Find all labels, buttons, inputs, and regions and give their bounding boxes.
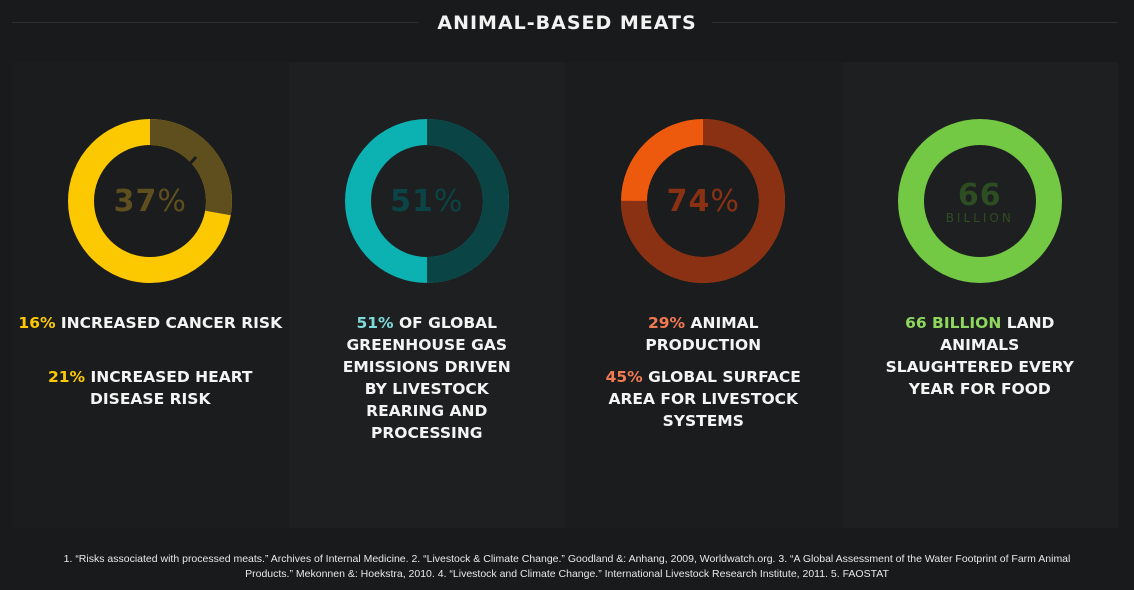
stat-text: INCREASED HEART DISEASE RISK (85, 368, 253, 408)
stat-highlight: 21% (47, 368, 86, 386)
donut-center: 37% (68, 119, 232, 283)
donut-separator (179, 156, 198, 176)
donut-number: 74 (666, 183, 711, 219)
stat-surface-area: 45% GLOBAL SURFACE AREA FOR LIVESTOCK SY… (565, 366, 842, 432)
footnote-line-2: Products.” Mekonnen &: Hoekstra, 2010. 4… (245, 568, 889, 580)
donut-unit: BILLION (945, 210, 1014, 225)
panel-animals-slaughtered: 66 BILLION 66 BILLION LAND ANIMALS SLAUG… (841, 62, 1119, 528)
donut-center: 66 BILLION (898, 119, 1062, 283)
footnotes: 1. “Risks associated with processed meat… (0, 552, 1134, 582)
donut-chart-ghg: 51% (344, 119, 509, 283)
footnote-line-1: 1. “Risks associated with processed meat… (63, 553, 1071, 565)
donut-number: 37 (113, 183, 158, 219)
stat-text: LAND ANIMALS SLAUGHTERED EVERY YEAR FOR … (885, 314, 1074, 398)
stat-highlight: 45% (605, 368, 643, 386)
stat-text: OF GLOBAL GREENHOUSE GAS EMISSIONS DRIVE… (342, 314, 511, 442)
donut-arc-dark (621, 119, 786, 283)
donut-unit: % (710, 183, 740, 219)
donut-value: 37% (114, 184, 187, 219)
panel-land-use: 74% 29% ANIMAL PRODUCTION 45% GLOBAL SUR… (565, 62, 842, 528)
donut-arc-dark (344, 119, 509, 283)
donut-chart-cancer: 37% (68, 119, 233, 283)
stat-text: GLOBAL SURFACE AREA FOR LIVESTOCK SYSTEM… (608, 368, 801, 430)
stat-animals: 66 BILLION LAND ANIMALS SLAUGHTERED EVER… (842, 312, 1119, 400)
donut-number: 51 (390, 183, 434, 219)
page-title: ANIMAL-BASED MEATS (437, 12, 697, 34)
stat-heart-disease: 21% INCREASED HEART DISEASE RISK (12, 366, 289, 410)
donut-value: 51% (390, 184, 463, 219)
donut-unit: % (157, 183, 187, 219)
stat-text: ANIMAL PRODUCTION (645, 314, 762, 354)
donut-chart-animals: 66 BILLION (897, 119, 1062, 283)
panel-cancer-risk: 37% 16% INCREASED CANCER RISK 21% INCREA… (12, 62, 289, 528)
donut-center: 51% (345, 119, 509, 283)
header-divider-right (712, 22, 1118, 23)
donut-value: 74% (667, 184, 740, 219)
stat-highlight: 66 BILLION (905, 314, 1002, 332)
stat-animal-production: 29% ANIMAL PRODUCTION (565, 312, 842, 356)
donut-number: 66 (957, 177, 1002, 213)
donut-center: 74% (621, 119, 785, 283)
stat-cancer: 16% INCREASED CANCER RISK (12, 312, 289, 334)
donut-unit: % (433, 183, 464, 219)
stat-ghg: 51% OF GLOBAL GREENHOUSE GAS EMISSIONS D… (289, 312, 566, 444)
panel-greenhouse-gas: 51% 51% OF GLOBAL GREENHOUSE GAS EMISSIO… (288, 62, 566, 528)
section-header: ANIMAL-BASED MEATS (0, 0, 1134, 46)
stat-highlight: 29% (647, 314, 686, 332)
donut-ring-bright (897, 119, 1062, 283)
stat-highlight: 51% (356, 314, 394, 332)
stat-text: INCREASED CANCER RISK (55, 314, 283, 332)
donut-arc-dark-main (68, 119, 233, 283)
stat-highlight: 16% (18, 314, 56, 332)
stat-panels: 37% 16% INCREASED CANCER RISK 21% INCREA… (12, 62, 1118, 528)
donut-chart-land: 74% (621, 119, 786, 283)
header-divider-left (12, 22, 418, 23)
